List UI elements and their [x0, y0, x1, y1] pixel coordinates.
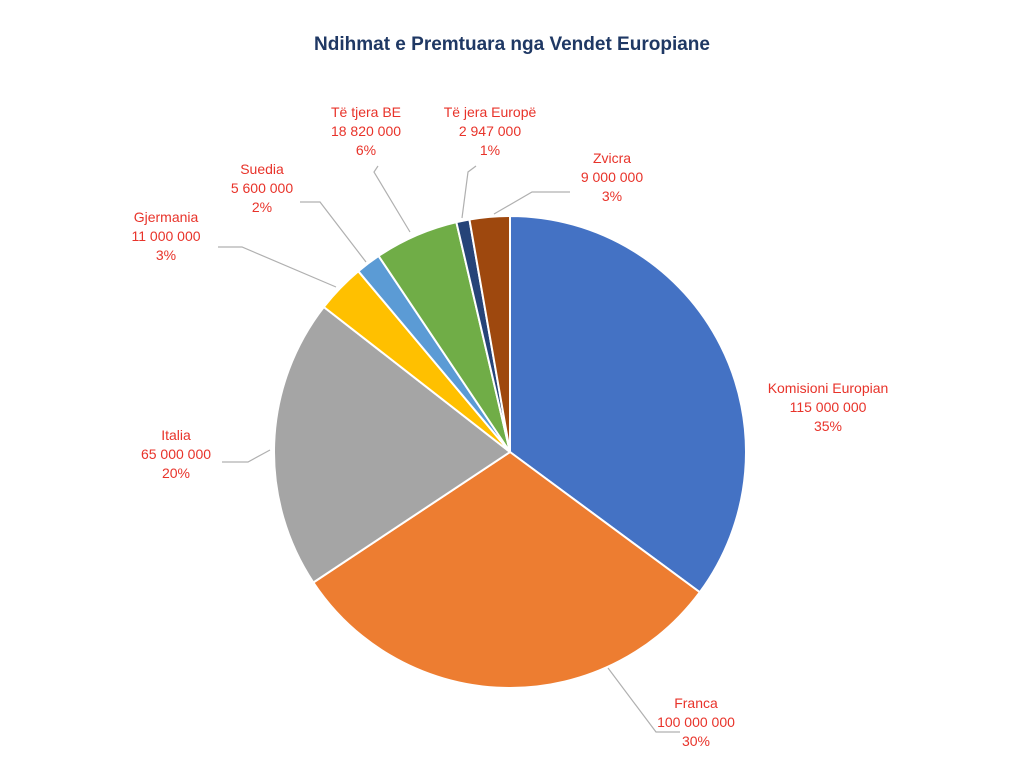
slices [273, 214, 747, 689]
leader-line-zvicra [493, 191, 570, 215]
data-label-te-jera-europe: Të jera Europë 2 947 000 1% [444, 104, 537, 158]
data-label-franca: Franca 100 000 000 30% [657, 695, 735, 749]
leader-line-te-tjera-be [373, 165, 411, 233]
pie-slice-italia [273, 305, 512, 584]
data-label-komisioni-europian: Komisioni Europian 115 000 000 35% [768, 380, 889, 434]
data-label-italia: Italia 65 000 000 20% [141, 427, 211, 481]
pie-slice-komisioni-europian [509, 214, 747, 594]
chart-title: Ndihmat e Premtuara nga Vendet Europiane [314, 34, 710, 55]
leader-line-gjermania [218, 246, 337, 288]
leader-line-te-jera-europe [461, 165, 477, 219]
pie-slice-zvicra [468, 214, 511, 453]
data-labels: Komisioni Europian 115 000 000 35% Franca 10… [131, 104, 888, 749]
leader-line-franca [607, 667, 680, 733]
data-label-gjermania: Gjermania 11 000 000 3% [131, 209, 200, 263]
data-label-zvicra: Zvicra 9 000 000 3% [581, 150, 643, 204]
leader-line-italia [222, 449, 271, 463]
leader-line-suedia [300, 201, 367, 263]
data-label-te-tjera-be: Të tjera BE 18 820 000 6% [331, 104, 401, 158]
leader-lines [218, 165, 680, 733]
pie-slice-franca [311, 450, 702, 689]
data-label-suedia: Suedia 5 600 000 2% [231, 161, 293, 215]
